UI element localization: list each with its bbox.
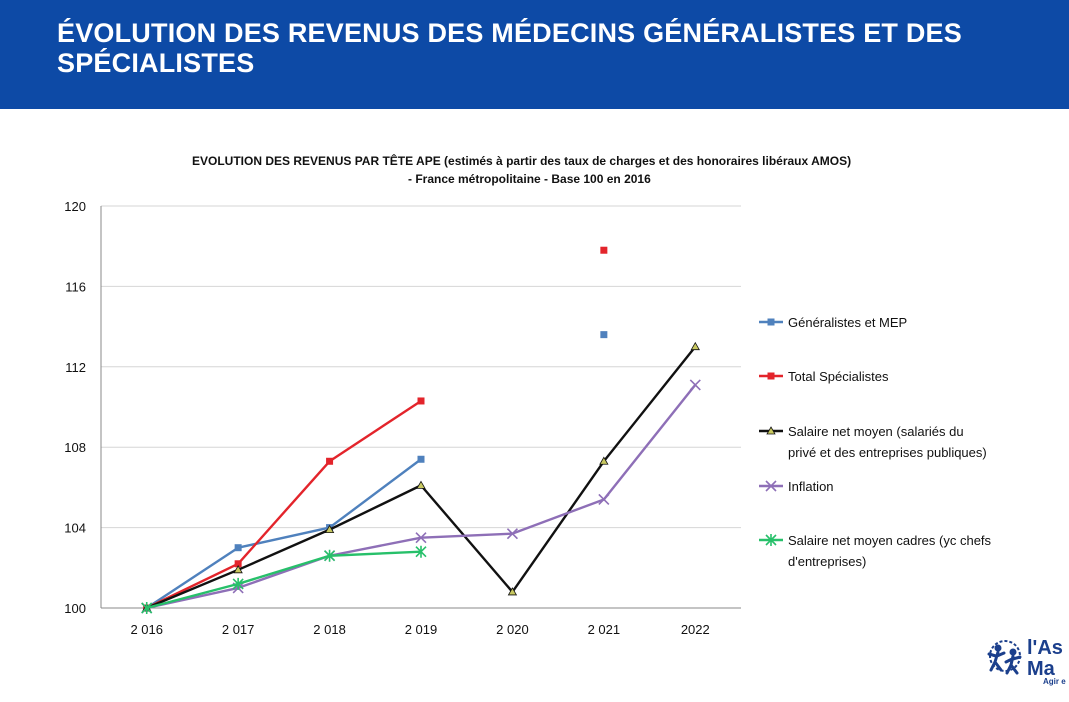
x-tick-label: 2 017	[222, 622, 255, 637]
x-tick-label: 2 021	[588, 622, 621, 637]
y-tick-label: 108	[64, 440, 86, 455]
chart-title-block: EVOLUTION DES REVENUS PAR TÊTE APE (esti…	[150, 152, 930, 188]
data-point-1	[600, 331, 608, 339]
series-line-1	[146, 458, 422, 610]
data-point-2	[417, 397, 425, 405]
data-point-2	[600, 246, 608, 254]
logo: l'As Ma Agir e	[985, 636, 1069, 686]
legend-marker	[767, 372, 775, 380]
data-point-3	[690, 341, 700, 351]
data-point-3	[416, 480, 426, 489]
data-point-3	[233, 565, 243, 574]
legend-label: Salaire net moyen (salariés du privé et d…	[788, 424, 987, 460]
y-tick-label: 116	[65, 279, 86, 294]
legend-label: Total Spécialistes	[788, 369, 889, 384]
y-tick-label: 120	[64, 199, 86, 214]
legend-marker	[765, 534, 777, 546]
data-point-5	[324, 549, 336, 562]
logo-tagline: Agir e	[1043, 677, 1066, 686]
data-point-4	[598, 493, 610, 506]
y-tick-label: 104	[64, 521, 86, 536]
legend-marker	[767, 318, 775, 326]
data-point-1	[417, 455, 425, 463]
x-tick-label: 2 019	[405, 622, 438, 637]
chart-subtitle: - France métropolitaine - Base 100 en 20…	[408, 172, 651, 186]
legend-label: Généralistes et MEP	[788, 315, 907, 330]
data-point-3	[599, 456, 609, 465]
data-point-4	[506, 528, 518, 540]
data-point-2	[326, 457, 334, 465]
logo-text: l'As Ma	[1027, 637, 1063, 680]
series-line-5	[146, 550, 422, 610]
legend-marker	[766, 426, 776, 435]
data-point-4	[689, 379, 701, 391]
legend-label: Salaire net moyen cadres (yc chefs d'entr…	[788, 533, 992, 569]
title-banner: ÉVOLUTION DES REVENUS DES MÉDECINS GÉNÉR…	[0, 0, 1069, 109]
legend-marker	[765, 480, 777, 492]
data-point-4	[415, 532, 427, 544]
y-tick-label: 100	[64, 601, 86, 616]
x-tick-label: 2 018	[313, 622, 346, 637]
legend-label: Inflation	[788, 479, 834, 494]
data-point-2	[234, 560, 242, 568]
data-point-5	[415, 545, 427, 558]
data-point-3	[324, 524, 335, 534]
data-point-5	[141, 602, 153, 614]
logo-figures-icon	[987, 640, 1022, 675]
chart-title: EVOLUTION DES REVENUS PAR TÊTE APE (esti…	[192, 154, 852, 168]
data-point-5	[232, 577, 244, 590]
data-point-1	[234, 544, 242, 552]
x-tick-label: 2 016	[130, 622, 163, 637]
y-tick-label: 112	[65, 360, 86, 375]
slide-title: ÉVOLUTION DES REVENUS DES MÉDECINS GÉNÉR…	[57, 18, 962, 78]
x-tick-label: 2 020	[496, 622, 529, 637]
series-line-2	[146, 399, 422, 610]
data-point-3	[507, 587, 518, 596]
x-tick-label: 2022	[681, 622, 710, 637]
